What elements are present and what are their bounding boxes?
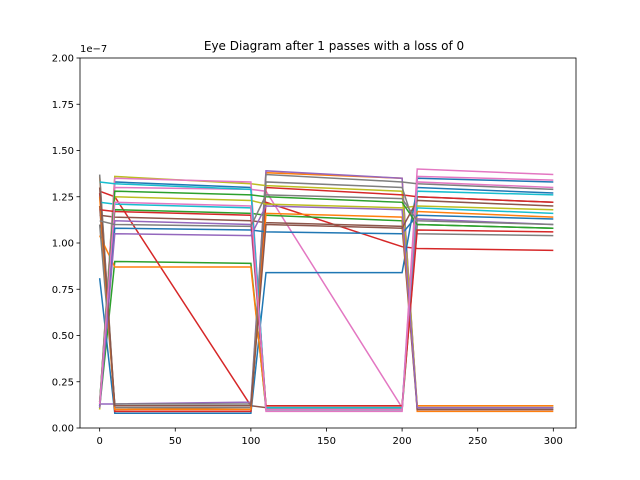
x-tick-label: 0 [96, 436, 102, 447]
chart-title: Eye Diagram after 1 passes with a loss o… [204, 39, 464, 53]
series-24-line [99, 208, 554, 407]
y-tick-label: 2.00 [52, 54, 74, 65]
series-20-line [99, 181, 554, 409]
series-16-line [99, 214, 554, 411]
y-tick-label: 1.75 [52, 100, 74, 111]
plot-area [98, 168, 554, 414]
axes: 0 50 100 150 200 250 300 0.00 0.25 0.50 0.75 1.00 1.… [52, 54, 563, 448]
series-21-line [98, 214, 554, 406]
series-27-line [98, 181, 554, 411]
series-12-line [98, 210, 554, 409]
x-tick-label: 50 [169, 436, 182, 447]
series-8-line [98, 173, 554, 409]
y-tick-label: 1.25 [52, 192, 74, 203]
series-3-line [98, 223, 554, 411]
y-offset-label: 1e−7 [80, 44, 107, 55]
series-15-line [98, 218, 554, 408]
series-25-line [98, 205, 554, 409]
plot-frame [79, 57, 577, 429]
x-tick-label: 100 [241, 436, 260, 447]
x-tick-label: 200 [393, 436, 412, 447]
y-tick-label: 1.50 [52, 146, 74, 157]
x-tick-label: 150 [317, 436, 336, 447]
y-tick-label: 0.50 [52, 331, 74, 342]
series-5-line [99, 170, 554, 411]
series-28-line [99, 194, 554, 228]
x-tick-label: 250 [468, 436, 487, 447]
y-tick-label: 0.00 [52, 424, 74, 435]
y-tick-label: 0.75 [52, 285, 74, 296]
series-26-line [98, 187, 554, 407]
y-tick-label: 1.00 [52, 239, 74, 250]
series-13-line [98, 208, 554, 409]
series-17-line [98, 175, 554, 413]
series-23-line [98, 190, 554, 403]
x-tick-label: 300 [544, 436, 563, 447]
y-tick-label: 0.25 [52, 377, 74, 388]
